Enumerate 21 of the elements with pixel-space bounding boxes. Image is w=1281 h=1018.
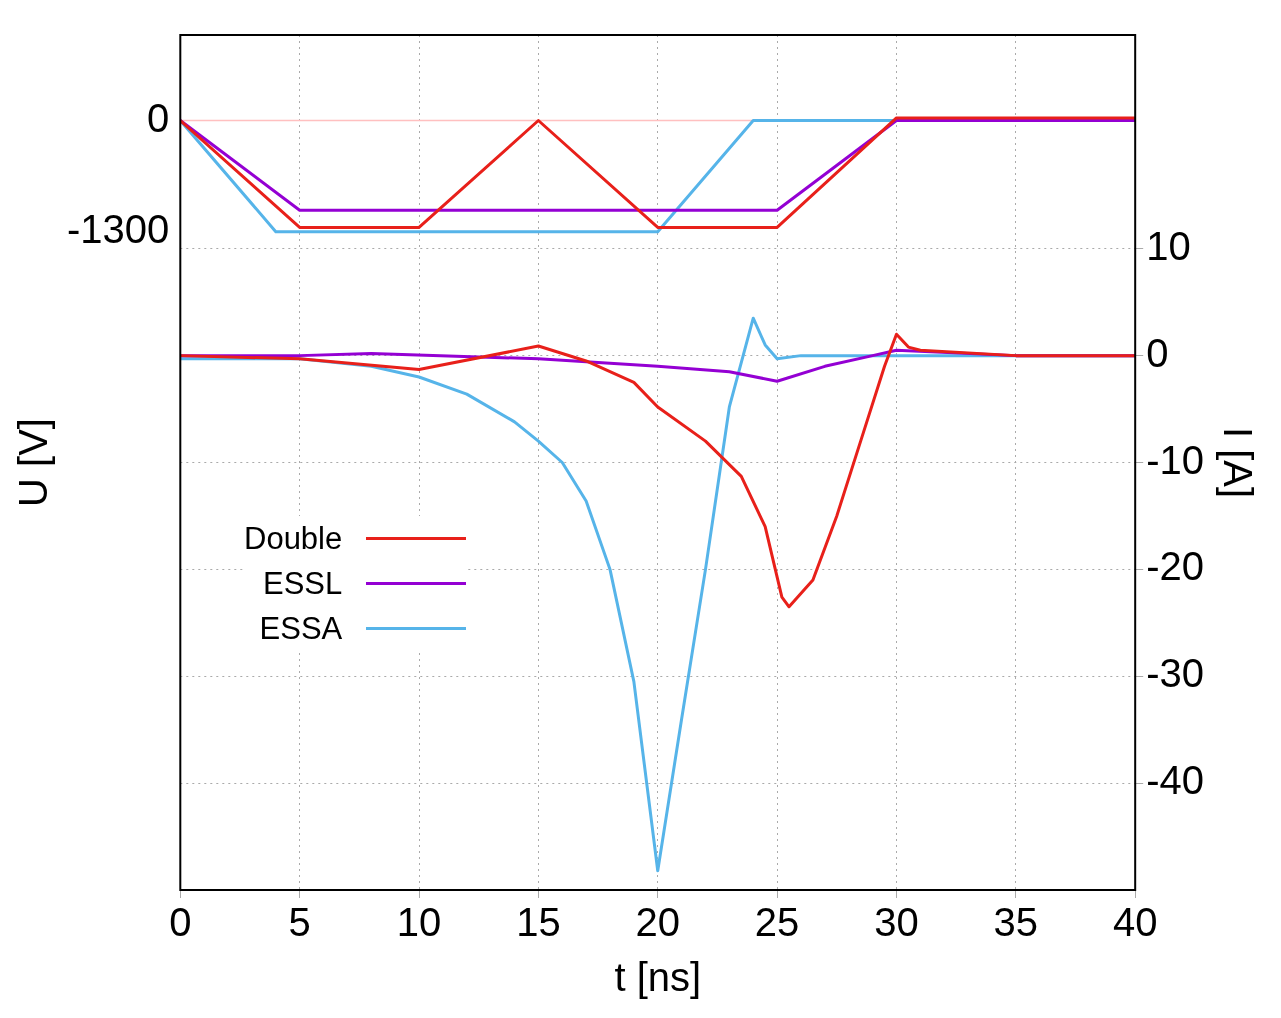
y2-tick-label: -20	[1146, 544, 1204, 589]
x-axis-title: t [ns]	[614, 955, 702, 1000]
x-tick-label: 40	[1112, 900, 1158, 945]
x-tick-label: 30	[874, 900, 919, 945]
y2-tick-label: 0	[1146, 330, 1169, 375]
x-tick-label: 10	[396, 900, 442, 945]
y-tick-label: -1300	[66, 206, 170, 251]
x-tick-label: 25	[754, 900, 800, 945]
y2-axis-title: I [A]	[1215, 426, 1260, 499]
y2-tick-label: 10	[1146, 223, 1191, 268]
x-tick-label: 5	[288, 900, 311, 945]
y2-tick-label: -40	[1146, 758, 1204, 803]
x-tick-label: 35	[993, 900, 1039, 945]
y2-tick-label: -10	[1146, 437, 1204, 482]
y2-tick-label: -30	[1146, 651, 1204, 696]
legend-label: Double	[244, 520, 343, 557]
y-axis-title: U [V]	[11, 418, 56, 507]
legend-label: ESSA	[259, 610, 343, 647]
x-tick-label: 20	[635, 900, 680, 945]
legend-label: ESSL	[262, 565, 343, 602]
x-tick-label: 15	[516, 900, 561, 945]
